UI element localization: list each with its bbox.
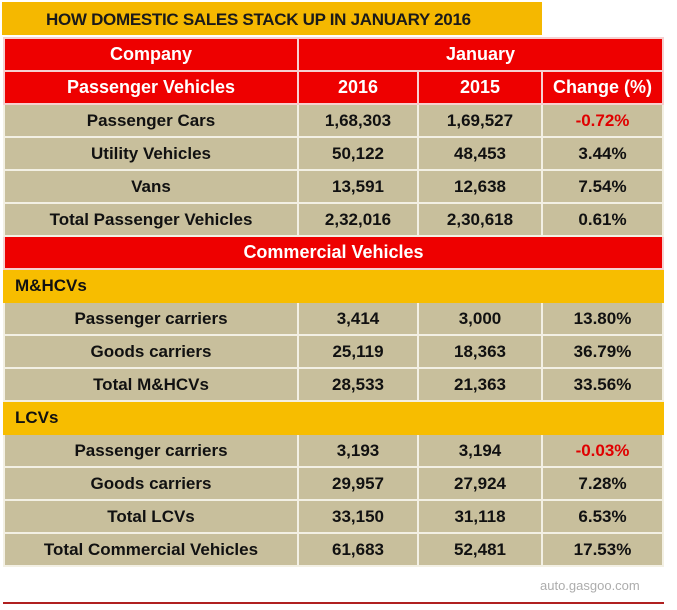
- value-2016: 61,683: [297, 532, 419, 567]
- row-label: Vans: [3, 169, 299, 204]
- table-row: Utility Vehicles 50,122 48,453 3.44%: [3, 136, 664, 171]
- change-value: -0.03%: [541, 433, 664, 468]
- lcv-subheader: LCVs: [3, 400, 664, 435]
- change-value: 3.44%: [541, 136, 664, 171]
- value-2015: 2,30,618: [417, 202, 543, 237]
- table-row: Passenger Cars 1,68,303 1,69,527 -0.72%: [3, 103, 664, 138]
- row-label: Utility Vehicles: [3, 136, 299, 171]
- change-value: 6.53%: [541, 499, 664, 534]
- change-header: Change (%): [541, 70, 664, 105]
- table-row: Passenger carriers 3,414 3,000 13.80%: [3, 301, 664, 336]
- change-value: 36.79%: [541, 334, 664, 369]
- value-2016: 1,68,303: [297, 103, 419, 138]
- year-2015-header: 2015: [417, 70, 543, 105]
- row-label: Total LCVs: [3, 499, 299, 534]
- row-label: Total M&HCVs: [3, 367, 299, 402]
- commercial-section-header: Commercial Vehicles: [3, 235, 664, 270]
- table-row: Goods carriers 29,957 27,924 7.28%: [3, 466, 664, 501]
- change-value: 17.53%: [541, 532, 664, 567]
- value-2015: 52,481: [417, 532, 543, 567]
- value-2016: 13,591: [297, 169, 419, 204]
- sales-table: Company January Passenger Vehicles 2016 …: [3, 37, 664, 567]
- row-label: Goods carriers: [3, 334, 299, 369]
- row-label: Total Commercial Vehicles: [3, 532, 299, 567]
- year-2016-header: 2016: [297, 70, 419, 105]
- mhcv-subheader: M&HCVs: [3, 268, 664, 303]
- table-row: Total Commercial Vehicles 61,683 52,481 17.…: [3, 532, 664, 567]
- row-label: Total Passenger Vehicles: [3, 202, 299, 237]
- value-2016: 25,119: [297, 334, 419, 369]
- table-row: Vans 13,591 12,638 7.54%: [3, 169, 664, 204]
- change-value: 7.28%: [541, 466, 664, 501]
- value-2015: 21,363: [417, 367, 543, 402]
- value-2016: 3,193: [297, 433, 419, 468]
- mhcv-subheader-label: M&HCVs: [3, 268, 664, 303]
- table-row: Total M&HCVs 28,533 21,363 33.56%: [3, 367, 664, 402]
- value-2016: 50,122: [297, 136, 419, 171]
- lcv-subheader-label: LCVs: [3, 400, 664, 435]
- row-label: Passenger carriers: [3, 433, 299, 468]
- value-2015: 18,363: [417, 334, 543, 369]
- value-2015: 12,638: [417, 169, 543, 204]
- watermark: auto.gasgoo.com: [540, 578, 640, 593]
- change-value: -0.72%: [541, 103, 664, 138]
- change-value: 0.61%: [541, 202, 664, 237]
- value-2015: 3,000: [417, 301, 543, 336]
- value-2016: 3,414: [297, 301, 419, 336]
- value-2015: 48,453: [417, 136, 543, 171]
- value-2016: 28,533: [297, 367, 419, 402]
- commercial-section-header-label: Commercial Vehicles: [3, 235, 664, 270]
- bottom-divider: [3, 602, 664, 604]
- value-2016: 33,150: [297, 499, 419, 534]
- table-row: Total Passenger Vehicles 2,32,016 2,30,618…: [3, 202, 664, 237]
- row-label: Goods carriers: [3, 466, 299, 501]
- value-2016: 29,957: [297, 466, 419, 501]
- month-header: January: [297, 37, 664, 72]
- change-value: 13.80%: [541, 301, 664, 336]
- change-value: 33.56%: [541, 367, 664, 402]
- value-2015: 31,118: [417, 499, 543, 534]
- value-2015: 3,194: [417, 433, 543, 468]
- company-header: Company: [3, 37, 299, 72]
- header-row-1: Company January: [3, 37, 664, 72]
- row-label: Passenger carriers: [3, 301, 299, 336]
- table-row: Total LCVs 33,150 31,118 6.53%: [3, 499, 664, 534]
- header-row-2: Passenger Vehicles 2016 2015 Change (%): [3, 70, 664, 105]
- table-title: HOW DOMESTIC SALES STACK UP IN JANUARY 2…: [2, 2, 542, 35]
- row-label: Passenger Cars: [3, 103, 299, 138]
- section-header: Passenger Vehicles: [3, 70, 299, 105]
- table-row: Passenger carriers 3,193 3,194 -0.03%: [3, 433, 664, 468]
- value-2015: 27,924: [417, 466, 543, 501]
- change-value: 7.54%: [541, 169, 664, 204]
- value-2015: 1,69,527: [417, 103, 543, 138]
- value-2016: 2,32,016: [297, 202, 419, 237]
- table-row: Goods carriers 25,119 18,363 36.79%: [3, 334, 664, 369]
